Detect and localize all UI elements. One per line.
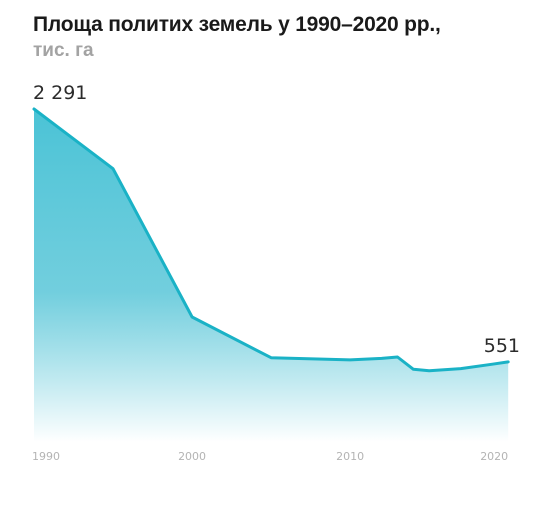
- x-tick-label: 2000: [178, 450, 206, 463]
- chart-title: Площа политих земель у 1990–2020 рр.,: [33, 13, 441, 36]
- data-label: 551: [484, 335, 520, 357]
- series-line: [32, 107, 510, 373]
- chart-subtitle: тис. га: [33, 40, 94, 61]
- x-tick-label: 2020: [480, 450, 508, 463]
- data-label: 2 291: [33, 82, 87, 104]
- x-tick-label: 2010: [336, 450, 364, 463]
- x-tick-label: 1990: [32, 450, 60, 463]
- area-fill: [34, 109, 509, 442]
